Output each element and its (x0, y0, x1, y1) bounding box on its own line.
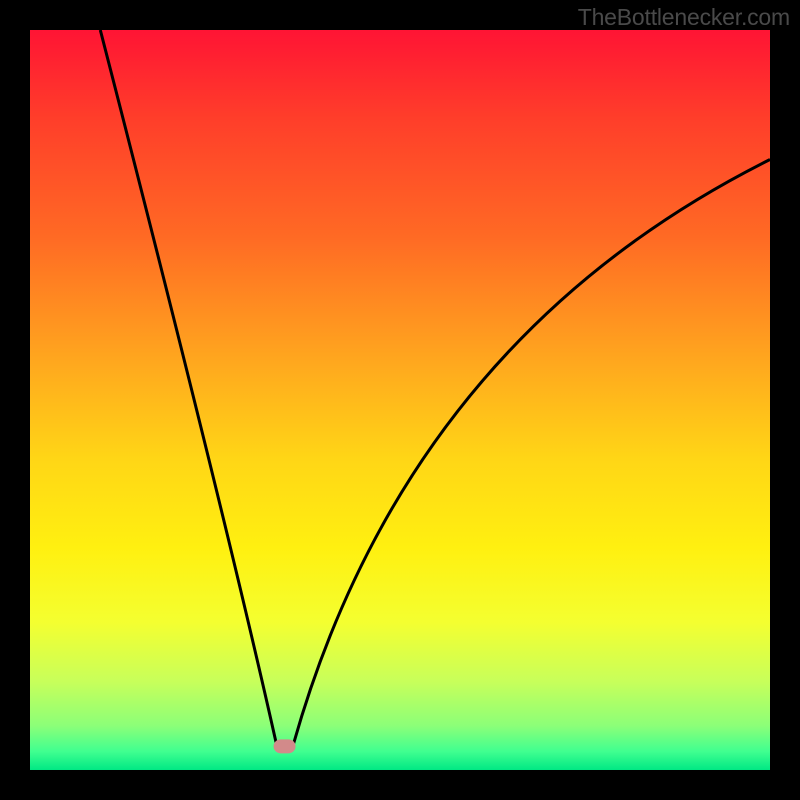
watermark-text: TheBottlenecker.com (578, 4, 790, 31)
bottleneck-marker (274, 739, 296, 753)
chart-canvas: TheBottlenecker.com (0, 0, 800, 800)
plot-area (30, 30, 770, 770)
marker-layer (30, 30, 770, 770)
